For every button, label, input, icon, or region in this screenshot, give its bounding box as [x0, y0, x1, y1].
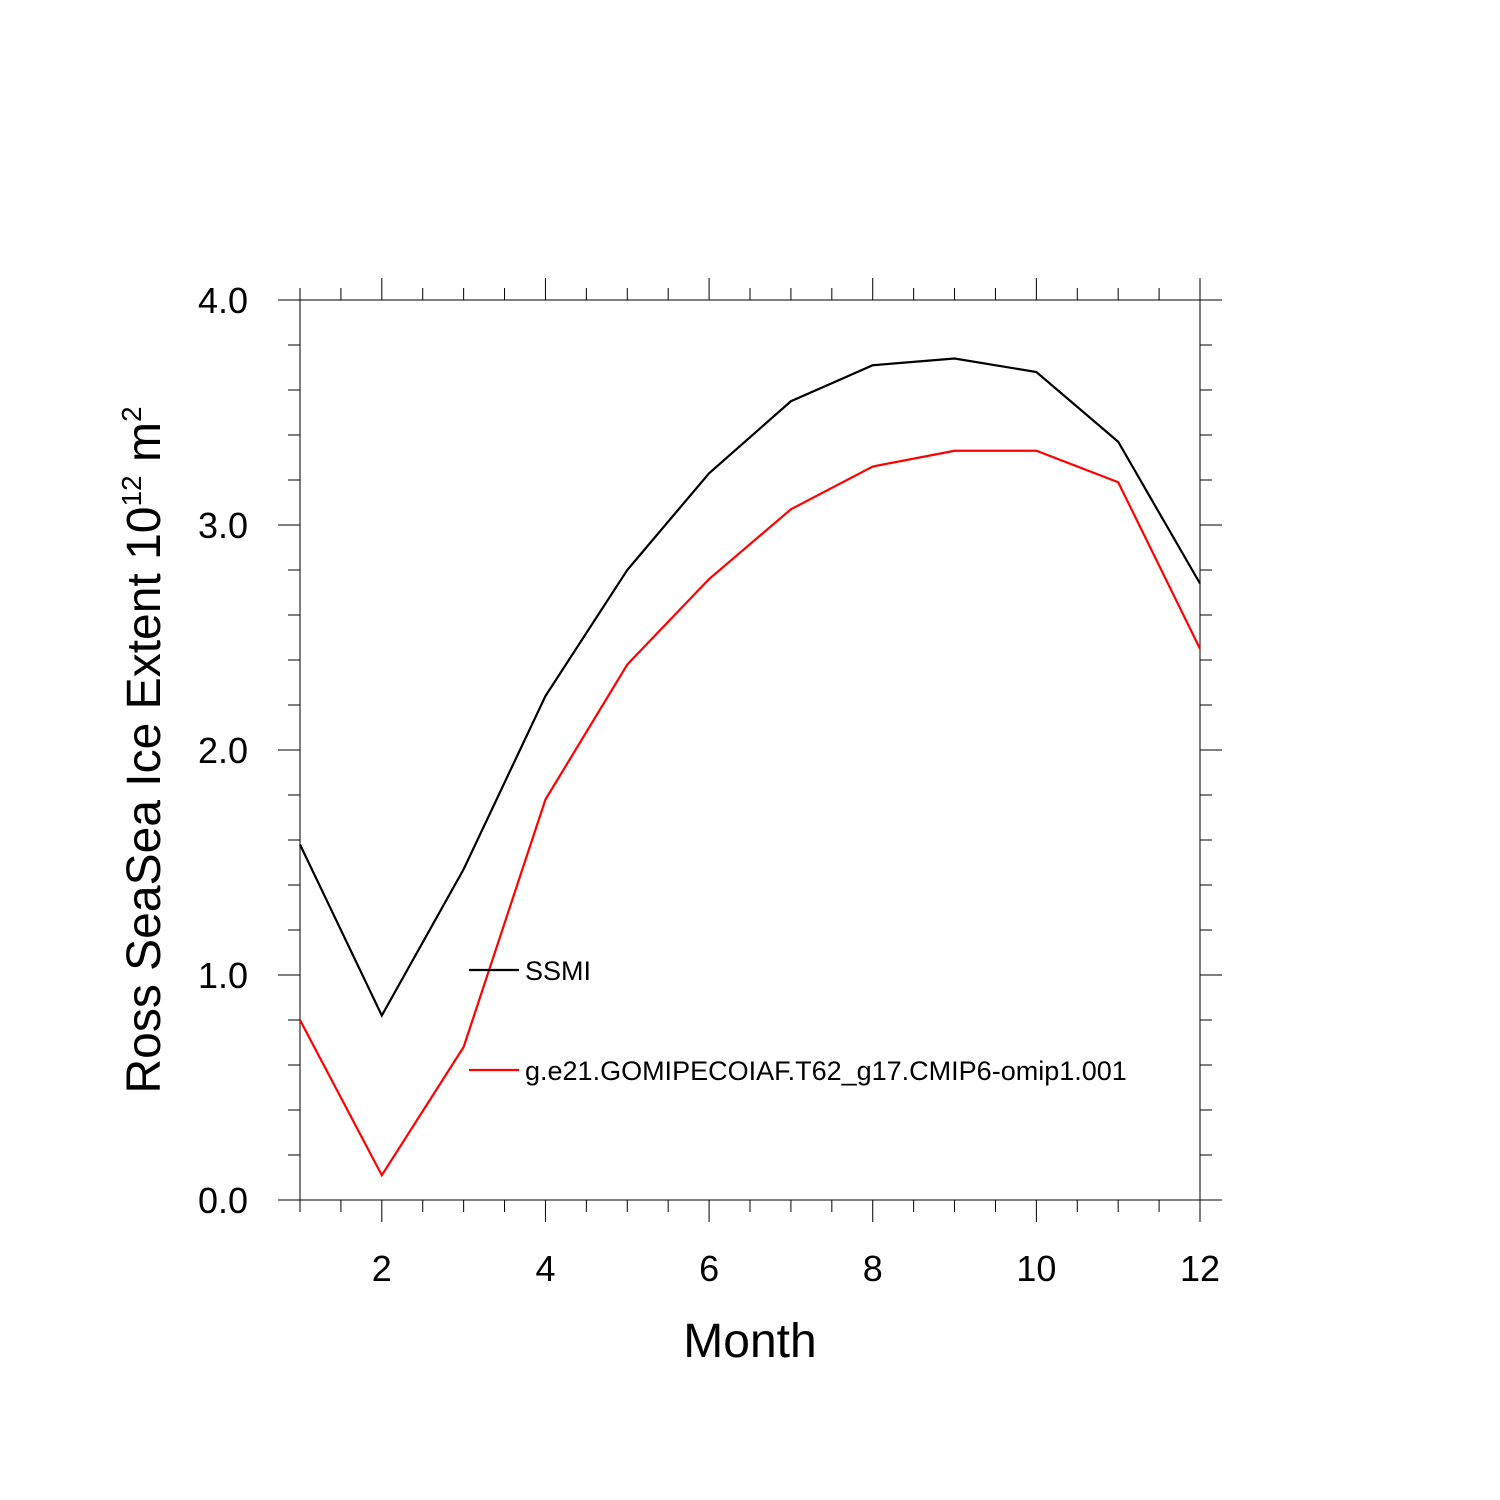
x-tick-label: 10 [1016, 1248, 1056, 1289]
x-tick-label: 2 [372, 1248, 392, 1289]
tick-labels: 2 4 6 8 10 12 0.0 1.0 2.0 3.0 4.0 [198, 280, 1220, 1289]
major-ticks [278, 278, 1222, 1222]
series-line-ssmi [299, 357, 1201, 1018]
series-layer [299, 357, 1201, 1178]
x-tick-label: 8 [863, 1248, 883, 1289]
x-tick-label: 6 [699, 1248, 719, 1289]
y-axis-title-unit: m [118, 422, 171, 475]
legend-label-ssmi: SSMI [525, 956, 591, 986]
plot-frame [299, 299, 1201, 1201]
x-axis-title: Month [683, 1315, 816, 1368]
y-axis-title-exponent-2: 2 [116, 406, 147, 422]
legend-label-model: g.e21.GOMIPECOIAF.T62_g17.CMIP6-omip1.00… [525, 1056, 1127, 1086]
y-tick-label: 2.0 [198, 730, 248, 771]
y-axis-title-main: Ross SeaSea Ice Extent 10 [118, 507, 171, 1094]
y-axis-title-exponent-1: 12 [116, 475, 147, 506]
minor-ticks [288, 288, 1212, 1212]
x-tick-label: 12 [1180, 1248, 1220, 1289]
y-tick-label: 4.0 [198, 280, 248, 321]
legend: SSMI g.e21.GOMIPECOIAF.T62_g17.CMIP6-omi… [469, 956, 1127, 1086]
y-tick-label: 3.0 [198, 505, 248, 546]
y-tick-label: 0.0 [198, 1180, 248, 1221]
y-axis-title: Ross SeaSea Ice Extent 1012 m2 [116, 406, 171, 1093]
y-tick-label: 1.0 [198, 955, 248, 996]
x-tick-label: 4 [535, 1248, 555, 1289]
series-line-model [299, 449, 1201, 1178]
